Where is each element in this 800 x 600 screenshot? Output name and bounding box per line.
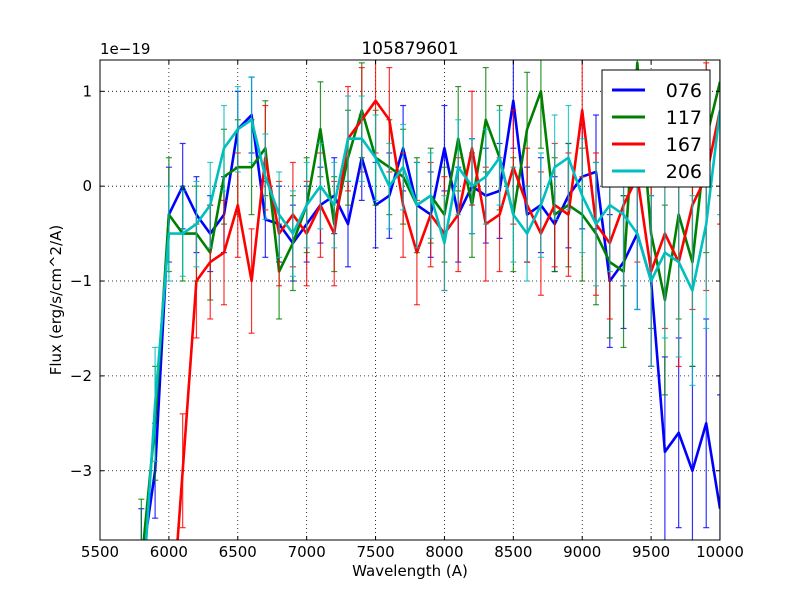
y-tick-label: 0 [82, 177, 92, 195]
x-tick-label: 10000 [696, 543, 744, 561]
series-206 [144, 60, 720, 540]
series-line-206 [144, 110, 720, 540]
chart-title: 105879601 [361, 39, 458, 59]
y-tick-label: −2 [70, 367, 92, 385]
legend-label-117: 117 [666, 107, 702, 129]
legend-label-076: 076 [666, 80, 702, 102]
axes-frame [99, 59, 721, 541]
y-tick-label: −1 [70, 272, 92, 290]
legend-label-167: 167 [666, 134, 702, 156]
x-tick-label: 9000 [563, 543, 601, 561]
legend-label-206: 206 [666, 161, 702, 183]
x-tick-label: 5500 [81, 543, 119, 561]
legend: 076 117 167 206 [601, 69, 711, 188]
x-tick-label: 8500 [494, 543, 532, 561]
y-tick-label: 1 [82, 82, 92, 100]
ticks: 5500 6000 6500 7000 7500 8000 8500 9000 9500 1000… [70, 60, 744, 561]
x-tick-label: 6000 [150, 543, 188, 561]
x-axis-label: Wavelength (A) [352, 562, 468, 580]
x-tick-label: 9500 [632, 543, 670, 561]
y-tick-label: −3 [70, 462, 92, 480]
x-tick-label: 8000 [425, 543, 463, 561]
y-offset-label: 1e−19 [100, 40, 150, 58]
x-tick-label: 7500 [356, 543, 394, 561]
y-axis-label: Flux (erg/s/cm^2/A) [47, 225, 65, 376]
plot-area [138, 60, 720, 540]
x-tick-label: 7000 [288, 543, 326, 561]
x-tick-label: 6500 [219, 543, 257, 561]
